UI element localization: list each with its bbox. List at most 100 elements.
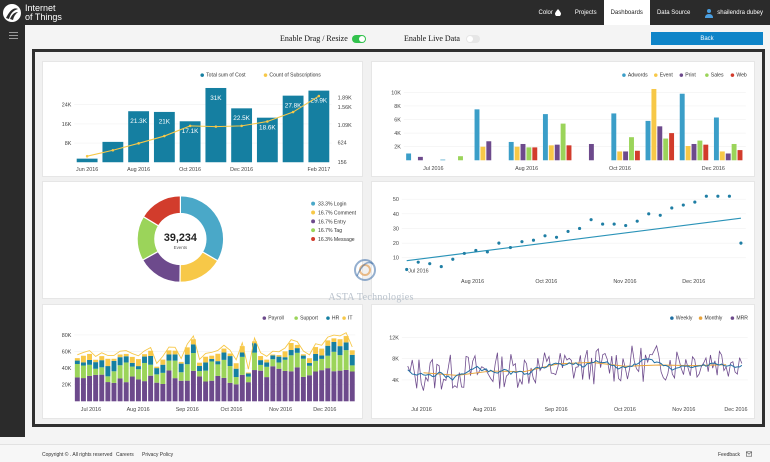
p4-x-tick: Nov 2016: [613, 279, 636, 285]
p5-bar-segment: [282, 351, 288, 358]
p4-point: [508, 245, 512, 250]
nav-dashboards[interactable]: Dashboards: [603, 0, 650, 25]
p6-legend-swatch: [698, 316, 703, 320]
p5-bar-segment: [135, 369, 141, 380]
p5-bar-segment: [93, 374, 99, 402]
p1-legend-label: Count of Subscriptions: [269, 73, 321, 79]
p2-y-tick: 4K: [394, 131, 401, 137]
p5-bar-segment: [337, 355, 343, 371]
p5-bar-segment: [264, 359, 270, 363]
p5-bar-segment: [300, 355, 306, 359]
p4-point: [739, 241, 743, 245]
p2-bar: [554, 144, 560, 161]
p4-point: [543, 234, 547, 238]
nav-color[interactable]: Color: [532, 0, 568, 25]
p5-bar-segment: [166, 360, 172, 371]
p3-legend-swatch: [311, 210, 316, 215]
p5-bar-segment: [215, 364, 221, 376]
p5-bar-segment: [111, 358, 117, 361]
p1-y2-tick: 1.09K: [338, 123, 352, 129]
p5-bar-segment: [288, 343, 294, 351]
p5-bar-segment: [294, 352, 300, 368]
p5-bar-segment: [252, 343, 257, 353]
p5-y-tick: 80K: [62, 333, 72, 339]
p5-y-tick: 40K: [62, 366, 72, 372]
user-menu[interactable]: shailendra dubey: [697, 0, 770, 25]
drag-resize-switch[interactable]: [351, 34, 366, 43]
scatter-trend-panel[interactable]: 10 20 30 40 50 Jul 2016 Aug 2016 Oct 2016 Nov 20…: [371, 181, 755, 299]
p5-bar-segment: [93, 368, 99, 375]
privacy-link[interactable]: Privacy Policy: [142, 452, 174, 458]
channel-bar-panel[interactable]: Web Sales Print Event Adwords 2K 4K 6K 8K 10K Jul …: [371, 61, 755, 177]
p5-bar-segment: [135, 359, 141, 367]
p5-bar-segment: [142, 381, 147, 402]
back-button[interactable]: Back: [651, 32, 763, 45]
p5-bar-segment: [319, 370, 325, 402]
menu-icon[interactable]: [9, 32, 18, 40]
brand[interactable]: Internet of Things: [3, 2, 85, 24]
p4-point: [681, 203, 685, 207]
weekly-monthly-line-panel[interactable]: MRR Monthly Weekly 4K 8K 12K Jul 2016 Aug 2016 S…: [371, 304, 755, 419]
p5-bar-segment: [233, 384, 239, 402]
p5-bar-segment: [215, 361, 221, 365]
department-stacked-panel[interactable]: IT HR Support Payroll 20K 40K 60K 80K Jul 2016 Au…: [42, 304, 363, 419]
p3-legend-swatch: [311, 219, 316, 224]
live-data-toggle[interactable]: Enable Live Data: [404, 34, 480, 43]
p2-bar: [685, 146, 691, 161]
nav-data-source[interactable]: Data Source: [656, 9, 691, 16]
nav-projects[interactable]: Projects: [574, 9, 597, 16]
p5-bar-segment: [117, 357, 123, 366]
p1-line-point: [137, 142, 140, 145]
p5-bar-segment: [245, 373, 251, 377]
p5-bar-segment: [184, 380, 190, 402]
p3-slice: [179, 195, 225, 262]
p1-line-point: [188, 124, 192, 128]
p1-line-point: [163, 134, 166, 138]
p2-y-tick: 8K: [394, 104, 401, 110]
p5-bar-segment: [154, 366, 160, 369]
p5-bar-segment: [117, 378, 123, 402]
p1-bar-label: 18.6K: [259, 124, 276, 131]
careers-link[interactable]: Careers: [116, 452, 134, 458]
p5-legend-label: Payroll: [268, 316, 284, 322]
p4-point: [554, 235, 559, 239]
p4-point: [531, 238, 536, 242]
p1-bar: [308, 90, 330, 163]
p5-bar-segment: [239, 374, 245, 402]
live-data-switch[interactable]: [465, 34, 480, 43]
p5-bar-segment: [190, 353, 196, 371]
cost-subscriptions-panel[interactable]: Count of Subscriptions Total sum of Cost 8…: [42, 61, 363, 177]
p1-line-point: [214, 125, 218, 128]
p6-y-tick: 4K: [392, 378, 399, 384]
p3-legend-label: 16.7% Tag: [318, 228, 342, 234]
p5-bar-segment: [258, 360, 264, 365]
p6-x-tick: Dec 2016: [724, 407, 747, 413]
p5-bar-segment: [233, 363, 239, 369]
p2-chart: Web Sales Print Event Adwords 2K 4K 6K 8K 10K Jul …: [391, 73, 747, 172]
p2-y-tick: 10K: [391, 90, 401, 96]
p5-bar-segment: [117, 354, 123, 358]
p5-bar-segment: [307, 365, 312, 376]
p5-bar-segment: [319, 355, 325, 359]
nav-color-label: Color: [538, 9, 553, 16]
p5-bar-segment: [172, 378, 178, 402]
p5-x-tick: Sep 2016: [176, 407, 199, 413]
p5-bar-segment: [172, 360, 178, 379]
p5-bar-segment: [197, 376, 202, 402]
p2-bar: [703, 144, 709, 161]
p5-bar-segment: [343, 369, 349, 402]
p4-y-tick: 30: [393, 226, 399, 232]
p4-point: [405, 267, 409, 272]
feedback-link[interactable]: Feedback: [718, 452, 740, 458]
p5-bar-segment: [313, 371, 319, 402]
p5-bar-segment: [264, 362, 270, 367]
p5-bar-segment: [300, 358, 306, 377]
p1-bar-label: 27.8K: [285, 102, 302, 109]
events-donut-panel[interactable]: 39,234 Events 33.3% Login 16.7% Comment 16.7…: [42, 181, 363, 299]
p5-bar-segment: [80, 362, 86, 366]
drag-resize-toggle[interactable]: Enable Drag / Resize: [280, 34, 366, 43]
p5-bar-segment: [87, 375, 93, 402]
p6-x-tick: Oct 2016: [614, 407, 636, 413]
p5-bar-segment: [209, 358, 215, 362]
